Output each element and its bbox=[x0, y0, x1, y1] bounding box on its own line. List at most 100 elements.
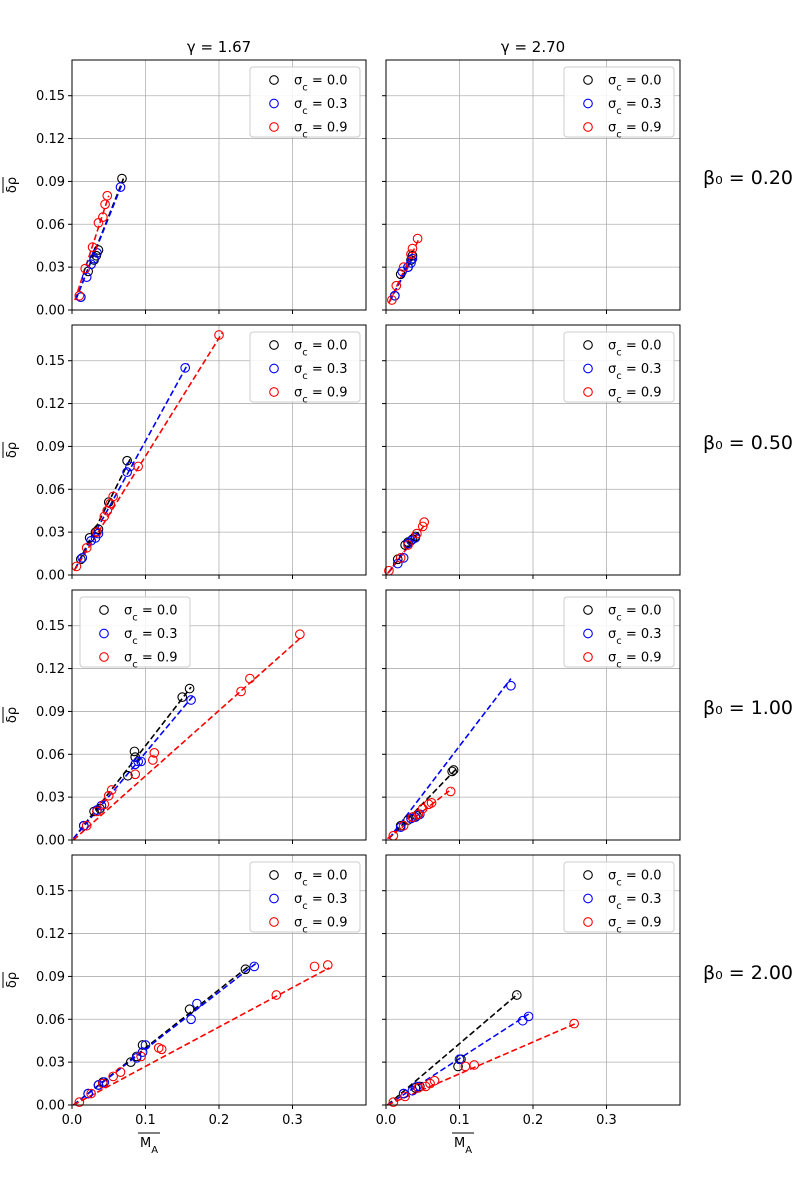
data-point-series-2 bbox=[214, 330, 224, 340]
data-point-series-2 bbox=[398, 262, 409, 272]
data-point-series-2 bbox=[108, 1071, 119, 1082]
data-point-series-0 bbox=[184, 1004, 195, 1015]
legend-marker bbox=[583, 363, 593, 374]
panel-r1-c1: σc = 0.0 σc = 0.3 σc = 0.9 bbox=[382, 324, 681, 579]
legend-marker bbox=[583, 98, 593, 109]
data-point-series-2 bbox=[388, 1097, 399, 1107]
data-point-series-2 bbox=[108, 491, 119, 502]
data-point-series-2 bbox=[309, 961, 320, 972]
legend-marker bbox=[269, 98, 279, 109]
data-point-series-1 bbox=[249, 961, 260, 972]
data-point-series-1 bbox=[186, 695, 196, 705]
legend-box bbox=[79, 596, 191, 668]
x-tick-label: 0.2 bbox=[523, 1113, 544, 1128]
legend-entry-label: σc = 0.0 bbox=[294, 869, 348, 889]
row-label-0: β₀ = 0.20 bbox=[703, 167, 793, 189]
x-axis-label: MA bbox=[454, 1136, 472, 1156]
data-point-series-2 bbox=[412, 528, 422, 539]
y-tick-label: 0.09 bbox=[36, 175, 65, 190]
data-point-series-2 bbox=[407, 243, 418, 254]
data-point-series-2 bbox=[74, 290, 85, 301]
y-tick-label: 0.03 bbox=[36, 1056, 65, 1071]
data-point-series-1 bbox=[180, 363, 191, 373]
data-point-series-1 bbox=[192, 998, 202, 1009]
data-point-series-1 bbox=[454, 1054, 465, 1065]
legend-box bbox=[563, 66, 675, 138]
legend-box bbox=[249, 331, 361, 403]
column-title-0: γ = 1.67 bbox=[187, 38, 251, 56]
legend-marker bbox=[269, 363, 279, 374]
y-tick-label: 0.00 bbox=[36, 304, 65, 319]
data-point-series-2 bbox=[148, 755, 158, 765]
row-label-2: β₀ = 1.00 bbox=[703, 697, 793, 719]
legend-box bbox=[249, 66, 361, 138]
fit-line-series-2 bbox=[72, 637, 301, 841]
data-point-series-2 bbox=[295, 629, 305, 640]
data-point-series-1 bbox=[99, 1077, 110, 1087]
x-tick-label: 0.2 bbox=[209, 1113, 230, 1128]
data-point-series-1 bbox=[75, 292, 86, 302]
data-point-series-0 bbox=[177, 692, 188, 702]
legend-box bbox=[563, 331, 675, 403]
y-axis-label: δρ bbox=[5, 442, 20, 458]
fit-line-series-2 bbox=[386, 787, 453, 840]
legend: σc = 0.0 σc = 0.3 σc = 0.9 bbox=[563, 861, 675, 935]
legend: σc = 0.0 σc = 0.3 σc = 0.9 bbox=[563, 66, 675, 140]
legend-entry-label: σc = 0.3 bbox=[124, 627, 178, 647]
panel-r3-c0: 0.00 0.03 0.06 0.09 0.12 0.15 0.0 0.1 0.2 0.3 σc =… bbox=[2, 854, 367, 1128]
data-point-series-2 bbox=[322, 960, 333, 970]
y-tick-label: 0.03 bbox=[36, 526, 65, 541]
legend-marker bbox=[269, 893, 279, 904]
y-tick-label: 0.03 bbox=[36, 261, 65, 276]
data-point-series-2 bbox=[149, 748, 160, 758]
fit-line-series-0 bbox=[388, 768, 458, 840]
data-point-series-0 bbox=[407, 250, 418, 261]
data-point-series-2 bbox=[417, 521, 428, 532]
data-point-series-2 bbox=[87, 242, 98, 252]
fit-line-series-1 bbox=[74, 183, 123, 301]
data-point-series-2 bbox=[245, 673, 255, 684]
legend: σc = 0.0 σc = 0.3 σc = 0.9 bbox=[249, 66, 361, 140]
data-point-series-1 bbox=[398, 553, 409, 563]
data-point-series-2 bbox=[99, 799, 110, 810]
data-point-series-2 bbox=[133, 461, 143, 472]
data-point-series-2 bbox=[398, 820, 409, 831]
legend-entry-label: σc = 0.3 bbox=[294, 892, 348, 912]
legend-marker bbox=[583, 652, 593, 662]
fit-line-series-0 bbox=[386, 992, 519, 1106]
data-point-series-1 bbox=[186, 1014, 196, 1025]
data-point-series-1 bbox=[115, 182, 126, 192]
legend-entry-label: σc = 0.9 bbox=[608, 386, 662, 406]
y-tick-label: 0.15 bbox=[36, 89, 65, 104]
data-point-series-2 bbox=[387, 295, 397, 305]
legend-entry-label: σc = 0.0 bbox=[294, 74, 348, 94]
data-point-series-1 bbox=[136, 756, 146, 767]
data-point-series-0 bbox=[123, 770, 133, 781]
x-tick-label: 0.1 bbox=[135, 1113, 156, 1128]
data-point-series-2 bbox=[429, 1075, 440, 1086]
panel-r1-c0: 0.00 0.03 0.06 0.09 0.12 0.15 σc = 0.0 σc = 0.3… bbox=[2, 324, 367, 584]
panel-r2-c1: σc = 0.0 σc = 0.3 σc = 0.9 bbox=[382, 589, 681, 844]
column-title-1: γ = 2.70 bbox=[501, 38, 565, 56]
x-axis-label: MA bbox=[140, 1136, 158, 1156]
legend-entry-label: σc = 0.0 bbox=[608, 74, 662, 94]
x-tick-label: 0.1 bbox=[449, 1113, 470, 1128]
data-point-series-1 bbox=[407, 253, 418, 264]
row-label-1: β₀ = 0.50 bbox=[703, 432, 793, 454]
data-point-series-0 bbox=[447, 766, 458, 777]
data-point-series-2 bbox=[92, 806, 102, 817]
legend-entry-label: σc = 0.9 bbox=[124, 651, 178, 671]
data-point-series-1 bbox=[93, 528, 104, 539]
y-tick-label: 0.12 bbox=[36, 662, 65, 677]
data-point-series-2 bbox=[103, 790, 114, 801]
data-point-series-1 bbox=[506, 680, 516, 691]
data-point-series-2 bbox=[406, 249, 416, 260]
legend-marker bbox=[99, 605, 109, 615]
data-point-series-2 bbox=[403, 540, 413, 550]
y-tick-label: 0.06 bbox=[36, 218, 65, 233]
legend-marker bbox=[269, 75, 279, 85]
data-point-series-2 bbox=[136, 1051, 146, 1062]
legend-entry-label: σc = 0.0 bbox=[608, 604, 662, 624]
legend-entry-label: σc = 0.3 bbox=[294, 362, 348, 382]
